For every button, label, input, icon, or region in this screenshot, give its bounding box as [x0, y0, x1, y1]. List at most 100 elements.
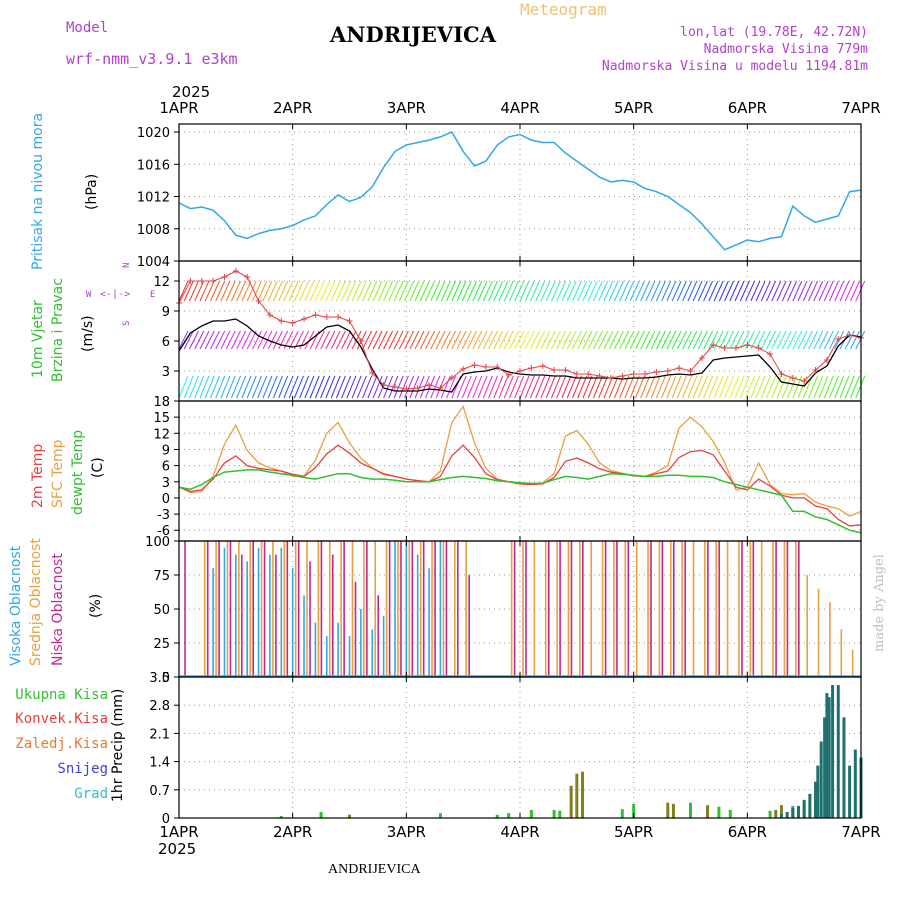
day-label-bottom: 1APR — [159, 823, 198, 841]
wind-barb — [425, 330, 436, 350]
wind-barb — [729, 330, 740, 350]
wind-barb — [760, 375, 771, 399]
wind-barb — [251, 280, 262, 302]
wind-gust-marker — [710, 342, 717, 348]
year-label-bottom: 2025 — [158, 840, 196, 858]
cloud-unit: (%) — [88, 593, 104, 618]
wind-barb — [829, 280, 839, 302]
wind-barb — [393, 375, 404, 399]
wind-barb — [818, 280, 829, 302]
temp-2m-line — [178, 444, 862, 527]
wind-barb — [524, 330, 535, 350]
wind-barb — [682, 330, 693, 350]
temp-sfc-label: SFC Temp — [50, 439, 66, 508]
compass-south: S — [122, 320, 132, 326]
wind-gust-marker — [448, 375, 455, 381]
wind-barb — [477, 330, 488, 350]
precip-bar — [785, 811, 789, 818]
wind-barb — [509, 375, 519, 399]
precip-bar — [706, 805, 710, 818]
wind-barb — [325, 280, 336, 302]
precip-bar — [779, 813, 783, 818]
station-elevation: Nadmorska Visina 779m — [703, 42, 868, 57]
wind-barb — [739, 280, 750, 302]
wind-barb — [372, 280, 383, 302]
wind-barb — [194, 330, 205, 350]
wind-barb — [624, 375, 635, 399]
wind-barb — [451, 330, 462, 350]
wind-gust-marker — [585, 371, 592, 377]
wind-barb — [425, 375, 436, 399]
precip-bar — [853, 749, 857, 818]
compass-north: N — [122, 262, 132, 268]
wind-barb — [362, 330, 373, 350]
wind-barb — [236, 375, 247, 399]
wind-barb — [619, 280, 630, 302]
wind-barb — [813, 330, 824, 350]
y-tick-label: 1012 — [137, 191, 170, 206]
wind-barb — [341, 330, 352, 350]
precip-bar — [666, 802, 670, 818]
wind-barb — [745, 375, 756, 399]
wind-gust-marker — [562, 367, 569, 373]
wind-barb — [634, 375, 645, 399]
precip-bar — [717, 806, 721, 818]
wind-barb — [425, 280, 436, 302]
wind-barb — [388, 280, 399, 302]
wind-barb — [792, 330, 803, 350]
wind-barb — [703, 280, 714, 302]
wind-barb — [488, 280, 498, 302]
wind-barb — [755, 280, 766, 302]
y-tick-label: 3 — [162, 365, 170, 380]
wind-barb — [556, 280, 567, 302]
wind-barb — [703, 375, 714, 399]
low-cloud-label: Niska Oblacnost — [50, 553, 66, 666]
wind-barb — [624, 330, 635, 350]
y-tick-label: 0 — [162, 812, 170, 827]
wind-barb — [739, 375, 750, 399]
wind-barb — [566, 375, 577, 399]
wind-barb — [199, 330, 210, 350]
wind-barb — [776, 280, 787, 302]
wind-barb — [257, 330, 268, 350]
wind-gust-marker — [335, 314, 342, 320]
wind-barb — [839, 280, 850, 302]
precip-bar — [842, 717, 846, 818]
wind-barb — [320, 330, 331, 350]
wind-barb — [766, 330, 777, 350]
wind-barb — [781, 280, 792, 302]
precip-bar — [348, 814, 351, 818]
wind-barb — [194, 375, 205, 399]
wind-barb — [787, 375, 798, 399]
wind-barb — [241, 280, 252, 302]
wind-gust-marker — [221, 274, 228, 280]
y-tick-label: 50 — [153, 603, 170, 618]
wind-barb — [587, 375, 598, 399]
precip-bar — [779, 805, 783, 818]
wind-barb — [230, 375, 241, 399]
wind-barb — [671, 280, 682, 302]
wind-barb — [760, 280, 771, 302]
wind-barb — [377, 280, 388, 302]
wind-barb — [818, 330, 829, 350]
wind-barb — [850, 375, 860, 399]
wind-barb — [367, 280, 378, 302]
wind-barb — [272, 280, 283, 302]
wind-barb — [682, 375, 693, 399]
wind-barb — [440, 330, 451, 350]
y-tick-label: 6 — [162, 335, 170, 350]
wind-gust-marker — [403, 386, 410, 392]
wind-barb — [577, 330, 588, 350]
model-version: wrf-nmm_v3.9.1 e3km — [66, 50, 238, 68]
wind-barb — [650, 330, 661, 350]
wind-barb — [309, 375, 320, 399]
y-tick-label: 12 — [153, 275, 170, 290]
wind-barb — [293, 375, 304, 399]
wind-barb — [194, 280, 205, 302]
wind-barb — [189, 375, 199, 399]
precip-bar — [814, 781, 818, 818]
high-cloud-label: Visoka Oblacnost — [8, 545, 24, 666]
wind-gust-marker — [505, 372, 512, 378]
wind-gust-marker — [289, 320, 296, 326]
wind-barb — [467, 280, 477, 302]
